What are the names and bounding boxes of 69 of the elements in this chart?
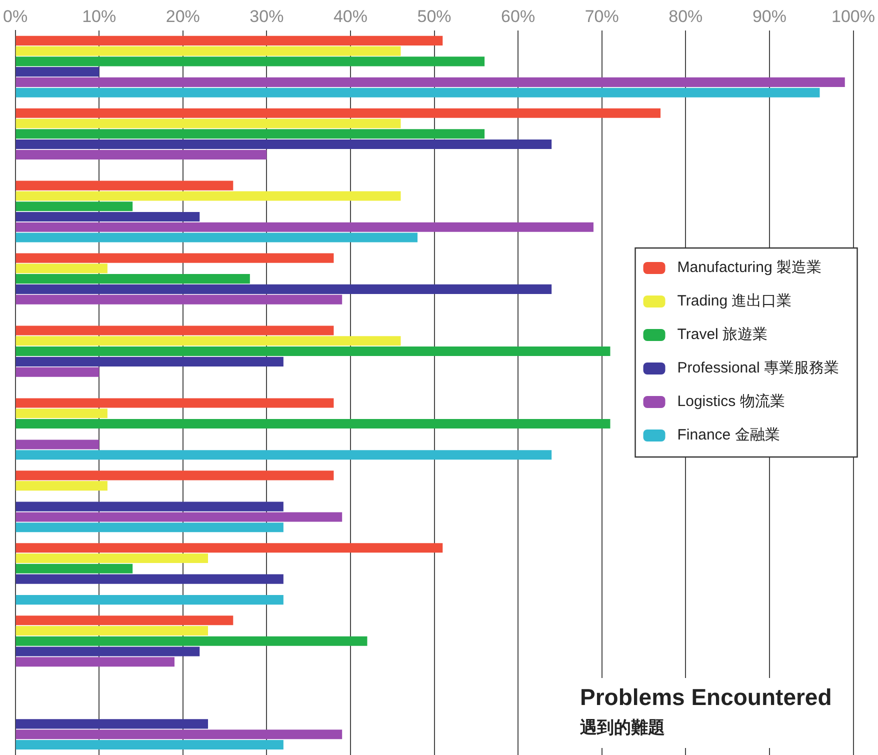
bar	[16, 470, 334, 480]
bar	[16, 253, 334, 263]
bar	[16, 450, 552, 460]
bar	[16, 264, 108, 274]
bar	[16, 440, 100, 450]
bar	[16, 636, 368, 646]
bar	[16, 553, 208, 564]
bar	[16, 367, 100, 377]
x-tick-label: 30%	[250, 6, 284, 26]
bar	[16, 150, 267, 160]
bar	[16, 108, 661, 118]
bar	[16, 522, 284, 532]
bar	[16, 222, 594, 232]
legend-label: Finance 金融業	[677, 426, 780, 444]
bar	[16, 418, 610, 429]
bar	[16, 56, 485, 66]
legend-label: Trading 進出口業	[677, 292, 792, 310]
bar	[16, 626, 208, 636]
x-tick-label: 20%	[166, 6, 200, 26]
bar	[16, 512, 342, 522]
bar	[16, 129, 485, 139]
text: 遇到的難題	[579, 718, 665, 737]
bar	[16, 564, 133, 574]
bar	[16, 398, 334, 408]
bar	[16, 730, 342, 740]
bar	[16, 77, 845, 87]
x-tick-label: 100%	[832, 6, 875, 26]
legend-label: Logistics 物流業	[677, 393, 785, 410]
bar	[16, 140, 552, 150]
x-tick-label: 10%	[82, 6, 116, 26]
bar	[16, 232, 418, 242]
bar	[16, 180, 234, 190]
bar	[16, 326, 334, 336]
bar	[16, 202, 133, 212]
bar	[16, 294, 342, 304]
bar	[16, 88, 820, 98]
x-tick-label: 60%	[501, 6, 536, 26]
bar	[16, 657, 174, 667]
bar	[16, 191, 401, 201]
bar	[16, 502, 284, 512]
bar	[16, 408, 108, 418]
x-tick-label: 70%	[584, 6, 619, 26]
x-tick-label: 80%	[668, 6, 703, 26]
bar	[16, 719, 208, 729]
legend-label: Manufacturing 製造業	[677, 259, 822, 276]
text: Problems Encountered	[580, 684, 832, 710]
bar	[16, 740, 284, 750]
bar	[16, 46, 401, 56]
bar	[16, 543, 443, 553]
bar	[16, 118, 401, 128]
x-tick-label: 50%	[417, 6, 452, 26]
bar	[16, 36, 443, 46]
legend-label: Professional 專業服務業	[677, 360, 839, 377]
bar	[16, 574, 284, 584]
x-tick-label: 40%	[333, 6, 368, 26]
bar	[16, 67, 100, 77]
bar	[16, 346, 610, 356]
bar	[16, 336, 401, 346]
bar	[16, 595, 284, 605]
bar	[16, 274, 250, 284]
bar	[16, 356, 284, 366]
x-tick-label: 0%	[2, 6, 28, 26]
x-tick-label: 90%	[752, 6, 786, 26]
bar	[16, 212, 200, 222]
bar	[16, 284, 552, 294]
bar	[16, 646, 200, 656]
legend-label: Travel 旅遊業	[677, 326, 768, 344]
bar	[16, 616, 234, 626]
bar	[16, 481, 108, 491]
